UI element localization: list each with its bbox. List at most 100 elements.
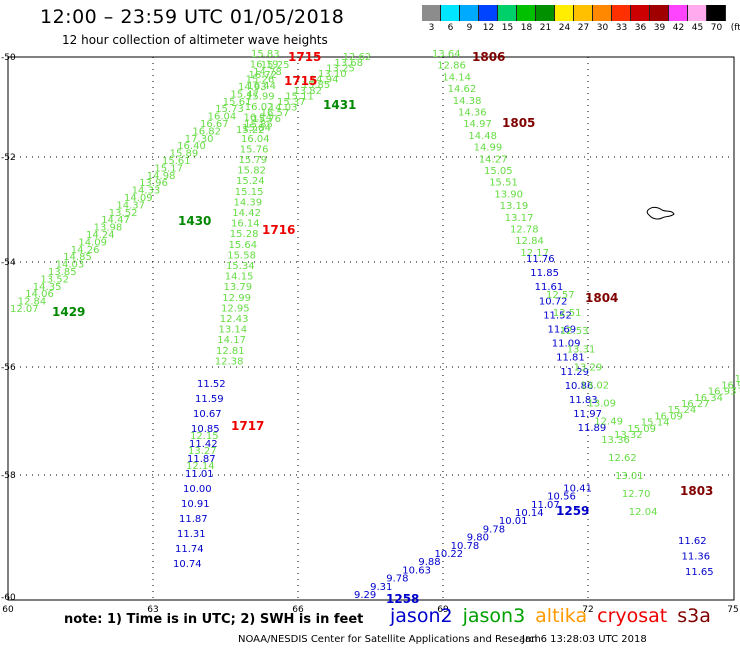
wave-height-value: 13.96: [139, 178, 168, 189]
legend-tick-label: 39: [653, 23, 666, 33]
pass-time-label: 1258: [386, 592, 419, 606]
wave-height-value: 14.15: [225, 272, 254, 283]
wave-height-value: 13.01: [615, 471, 644, 482]
pass-time-label: 1804: [585, 291, 618, 305]
wave-height-value: 10.63: [402, 565, 431, 576]
pass-time-label: 1806: [472, 50, 505, 64]
legend-swatch: [707, 5, 726, 21]
legend-tick-label: 42: [672, 23, 685, 33]
wave-height-value: 14.26: [71, 245, 100, 256]
wave-height-value: 12.51: [553, 308, 582, 319]
wave-height-value: 10.85: [191, 424, 220, 435]
legend-tick-label: 30: [596, 23, 609, 33]
legend-tick-label: 9: [466, 23, 473, 33]
legend-swatch: [631, 5, 650, 21]
wave-height-value: 13.02: [581, 381, 610, 392]
wave-height-value: 13.52: [40, 274, 69, 285]
longitude-tick-label: 72: [582, 605, 593, 615]
wave-height-value: 12.53: [560, 326, 589, 337]
wave-height-value: 12.84: [515, 236, 544, 247]
wave-height-value: 15.22: [236, 125, 265, 136]
legend-tick-label: 24: [558, 23, 571, 33]
pass-time-label: 1430: [178, 214, 211, 228]
wave-height-value: 10.91: [181, 499, 210, 510]
wave-height-value: 11.85: [530, 268, 559, 279]
wave-height-value: 11.97: [573, 409, 602, 420]
wave-height-value: 11.01: [185, 469, 214, 480]
wave-height-color-legend: [422, 5, 726, 21]
footnote: note: 1) Time is in UTC; 2) SWH is in fe…: [64, 612, 364, 627]
wave-height-value: 15.85: [302, 80, 331, 91]
wave-height-value: 15.15: [235, 187, 264, 198]
legend-tick-label: 27: [577, 23, 590, 33]
wave-height-value: 14.97: [463, 119, 492, 130]
wave-height-value: 15.64: [229, 240, 258, 251]
wave-height-value: 14.37: [116, 200, 145, 211]
wave-height-value: 9.78: [483, 524, 505, 535]
wave-height-value: 13.98: [94, 223, 123, 234]
wave-height-value: 14.62: [448, 84, 477, 95]
wave-height-value: 12.70: [622, 489, 651, 500]
wave-height-value: 12.81: [216, 346, 245, 357]
wave-height-value: 14.98: [147, 171, 176, 182]
pass-time-label: 1805: [502, 116, 535, 130]
wave-height-value: 12.57: [546, 290, 575, 301]
wave-height-value: 14.47: [101, 215, 130, 226]
legend-swatch: [441, 5, 460, 21]
wave-height-value: 13.17: [505, 213, 534, 224]
wave-height-value: 11.87: [187, 454, 216, 465]
wave-height-value: 14.42: [232, 208, 261, 219]
wave-height-value: 15.37: [277, 97, 306, 108]
wave-height-value: 14.24: [86, 230, 115, 241]
wave-height-value: 11.59: [195, 394, 224, 405]
wave-height-value: 15.25: [261, 60, 290, 71]
wave-height-value: 14.85: [63, 252, 92, 263]
wave-height-value: 13.10: [318, 69, 347, 80]
latitude-tick-label: -52: [1, 153, 16, 163]
wave-height-value: 14.09: [78, 237, 107, 248]
legend-tick-label: 6: [447, 23, 454, 33]
wave-height-value: 12.84: [18, 297, 47, 308]
pass-time-label: 1717: [231, 419, 264, 433]
wave-height-value: 11.69: [548, 325, 577, 336]
wave-height-value: 14.03: [56, 260, 85, 271]
pass-time-label: 1431: [323, 98, 356, 112]
wave-height-value: 12.62: [608, 453, 637, 464]
wave-height-value: 16.67: [200, 119, 229, 130]
generation-date: Jan 6 13:28:03 UTC 2018: [522, 634, 647, 645]
wave-height-value: 10.56: [547, 492, 576, 503]
wave-height-value: 16.77: [735, 374, 740, 385]
wave-height-value: 13.09: [587, 399, 616, 410]
wave-height-value: 13.90: [494, 189, 523, 200]
wave-height-value: 13.52: [109, 208, 138, 219]
wave-height-value: 15.24: [668, 405, 697, 416]
wave-height-value: 12.95: [221, 303, 250, 314]
wave-height-value: 13.64: [432, 49, 461, 60]
wave-height-value: 15.17: [154, 163, 183, 174]
wave-height-value: 16.57: [261, 108, 290, 119]
wave-height-value: 12.78: [510, 225, 539, 236]
legend-swatch: [612, 5, 631, 21]
wave-height-value: 9.80: [467, 533, 489, 544]
wave-height-value: 16.34: [694, 393, 723, 404]
wave-height-value: 15.73: [215, 104, 244, 115]
wave-height-value: 15.85: [244, 119, 273, 130]
wave-height-value: 13.31: [567, 344, 596, 355]
wave-height-value: 15.61: [162, 156, 191, 167]
wave-height-value: 14.94: [310, 75, 339, 86]
wave-height-value: 16.72: [249, 70, 278, 81]
wave-height-value: 10.72: [539, 296, 568, 307]
wave-height-value: 12.04: [629, 507, 658, 518]
wave-height-value: 13.29: [574, 362, 603, 373]
wave-height-value: 9.31: [370, 582, 392, 593]
legend-swatch: [555, 5, 574, 21]
satellite-name-cryosat: cryosat: [597, 605, 668, 627]
legend-swatch: [517, 5, 536, 21]
wave-height-value: 16.24: [244, 113, 273, 124]
wave-height-value: 13.85: [48, 267, 77, 278]
wave-height-value: 14.48: [468, 131, 497, 142]
wave-height-value: 12.14: [186, 461, 215, 472]
wave-height-value: 10.67: [193, 409, 222, 420]
wave-height-value: 13.36: [601, 435, 630, 446]
latitude-tick-label: -56: [1, 363, 16, 373]
